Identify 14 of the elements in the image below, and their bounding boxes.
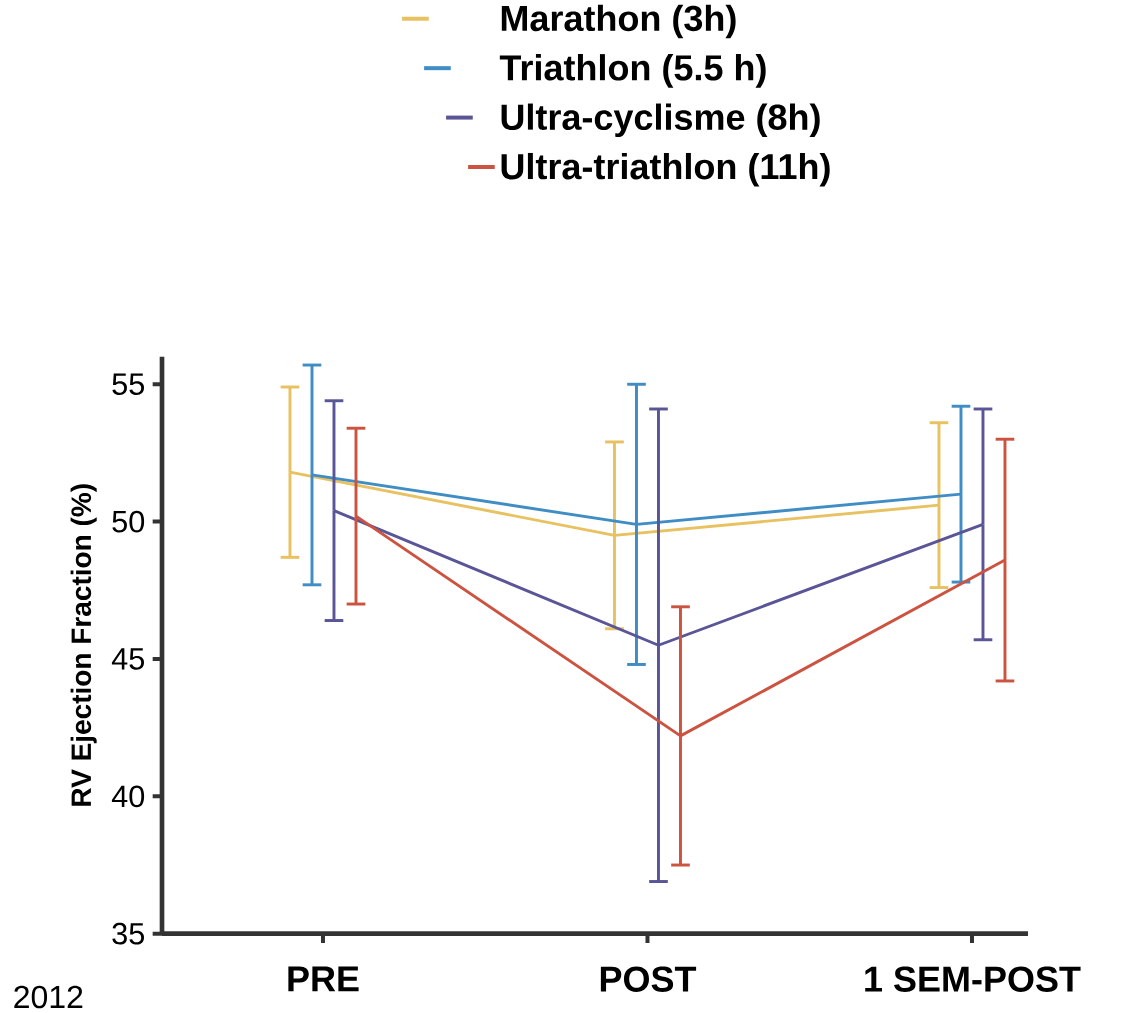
legend-label: Ultra-triathlon (11h) bbox=[501, 152, 830, 187]
text: 2012 bbox=[14, 985, 83, 1009]
y-tick-label: 55 bbox=[112, 373, 144, 395]
x-tick-label: 1 SEM-POST bbox=[865, 966, 1081, 992]
y-tick-label: 45 bbox=[111, 648, 144, 670]
y-tick-label: 50 bbox=[112, 510, 145, 533]
legend-label: Marathon (3h) bbox=[501, 4, 736, 39]
legend-label: Ultra-cyclisme (8h) bbox=[501, 103, 820, 138]
y-tick-label: 40 bbox=[111, 785, 145, 808]
y-axis-title: RV Ejection Fraction (%) bbox=[70, 484, 97, 806]
x-tick-label: PRE bbox=[288, 966, 359, 992]
legend-label: Triathlon (5.5 h) bbox=[499, 54, 766, 88]
x-tick-label: POST bbox=[600, 966, 697, 992]
y-tick-label: 35 bbox=[112, 922, 144, 945]
